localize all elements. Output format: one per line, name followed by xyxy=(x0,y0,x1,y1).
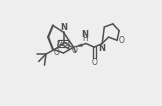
Text: H: H xyxy=(82,34,88,43)
Text: O: O xyxy=(119,36,124,45)
Polygon shape xyxy=(74,44,82,47)
Text: N: N xyxy=(60,23,67,32)
Text: O: O xyxy=(53,48,59,57)
FancyBboxPatch shape xyxy=(58,40,69,47)
Text: N: N xyxy=(98,44,105,53)
Text: N: N xyxy=(82,30,89,39)
Text: Abs: Abs xyxy=(58,41,69,47)
Text: O: O xyxy=(91,58,97,67)
Text: O: O xyxy=(71,46,77,55)
